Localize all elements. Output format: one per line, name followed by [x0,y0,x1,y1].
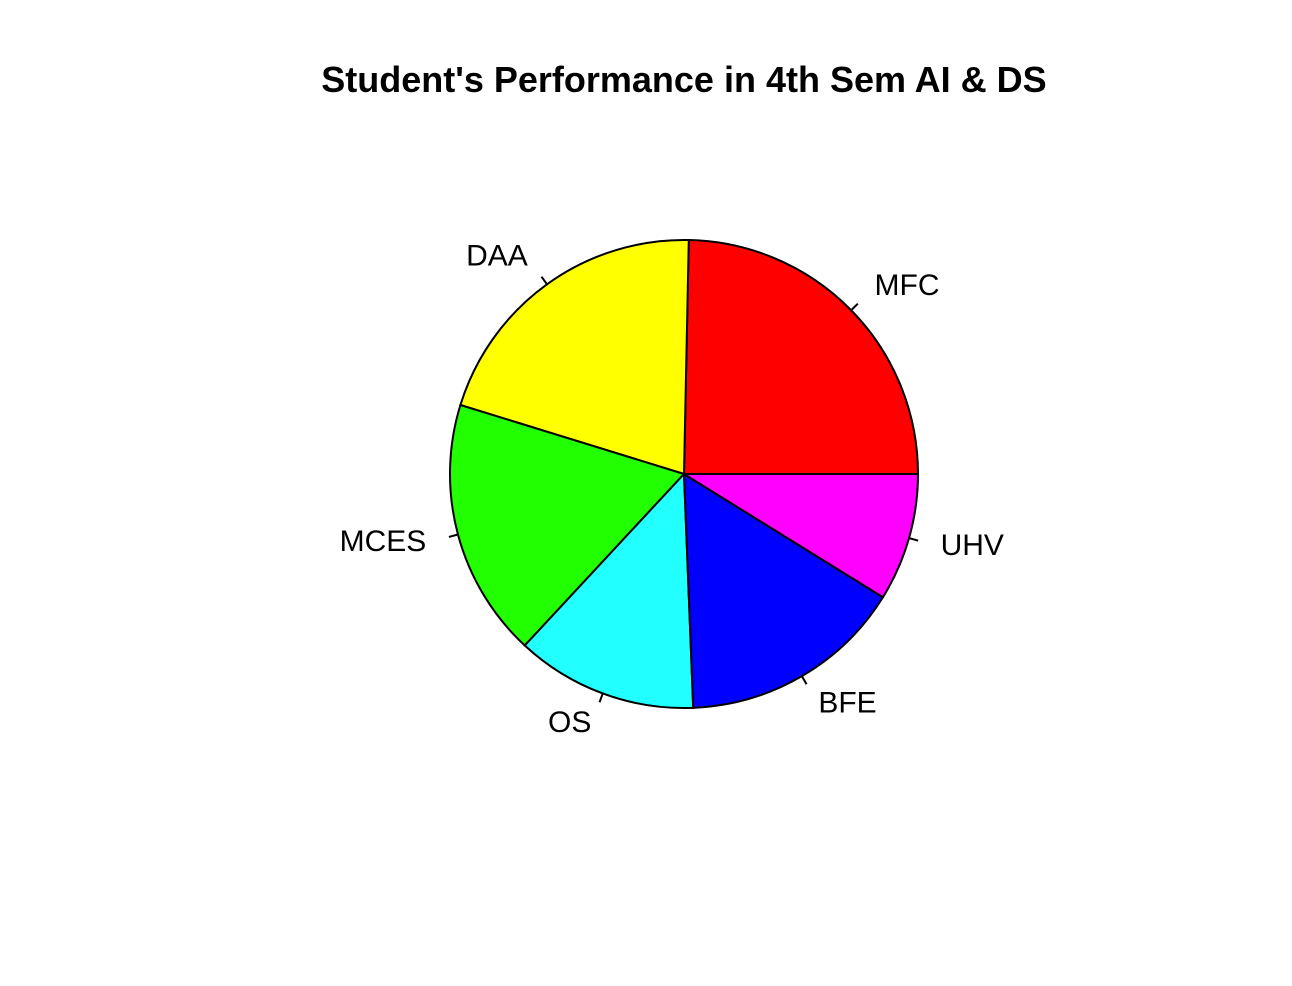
pie-slice-bfe [682,472,885,709]
pie-tick-mces [448,533,459,538]
pie-label-ticks [448,276,919,703]
pie-tick-daa [540,276,548,285]
pie-label-os: OS [548,706,591,739]
pie-label-bfe: BFE [818,686,876,719]
pie-slice-uhv [680,473,920,599]
pie-tick-bfe [800,675,808,685]
pie-slice-mfc [682,239,920,475]
pie-tick-os [598,693,604,703]
chart-title: Student's Performance in 4th Sem AI & DS [321,59,1046,100]
pie-tick-mfc [850,302,859,311]
pie-labels: MFC DAA MCES OS BFE UHV [340,240,1004,739]
pie-label-daa: DAA [466,240,528,273]
pie-label-uhv: UHV [941,529,1004,562]
pie-slice-os [523,471,695,709]
pie-tick-uhv [908,537,919,542]
pie-label-mfc: MFC [875,269,940,302]
pie-slices [449,239,920,709]
pie-slice-mces [449,403,686,647]
pie-label-mces: MCES [340,525,427,558]
